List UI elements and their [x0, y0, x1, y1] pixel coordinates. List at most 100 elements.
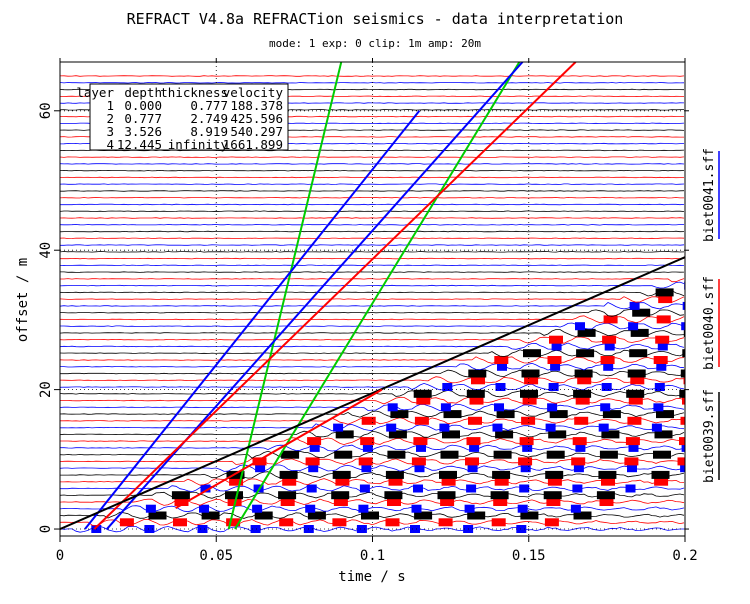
- wave-band: [522, 443, 533, 452]
- x-axis: 0 0.05 0.1 0.15 0.2: [56, 58, 698, 564]
- wave-band: [439, 470, 457, 479]
- wave-band: [495, 430, 514, 439]
- wave-band: [494, 477, 509, 486]
- layer-table-header: depth: [124, 85, 162, 100]
- wave-band: [255, 464, 266, 473]
- wave-band: [571, 457, 586, 466]
- seismic-trace: [60, 75, 685, 77]
- wave-band: [570, 504, 581, 513]
- seismic-trace: [60, 244, 685, 246]
- wave-band: [596, 491, 615, 500]
- wave-band: [653, 450, 671, 459]
- wave-band: [331, 491, 350, 500]
- wave-band: [654, 477, 669, 486]
- wave-band: [385, 518, 400, 527]
- wave-band: [544, 518, 559, 527]
- wave-band: [679, 437, 685, 446]
- wave-band: [361, 511, 379, 520]
- x-axis-label: time / s: [338, 569, 405, 585]
- wave-band: [465, 457, 479, 466]
- layer-table-cell: 1: [106, 98, 114, 113]
- wave-band: [575, 322, 585, 331]
- wave-band: [333, 498, 348, 506]
- wave-band: [278, 491, 297, 500]
- wave-band: [440, 403, 451, 412]
- wave-band: [683, 376, 685, 385]
- wave-band: [174, 498, 189, 506]
- wave-band: [548, 383, 559, 391]
- seismic-trace: [60, 190, 685, 192]
- wave-band: [225, 491, 243, 500]
- wave-band: [332, 470, 351, 479]
- seismic-trace: [60, 450, 685, 459]
- wave-band: [628, 322, 639, 331]
- layer-table-header: thickness: [160, 85, 228, 100]
- wave-band: [520, 511, 539, 520]
- seismic-trace: [60, 430, 685, 438]
- wave-band: [387, 403, 398, 412]
- wave-band: [629, 349, 648, 358]
- wave-band: [414, 511, 433, 520]
- y-tick-label: 40: [38, 242, 54, 259]
- wave-band: [656, 362, 667, 371]
- wave-band: [680, 369, 685, 378]
- wave-band: [572, 437, 587, 446]
- layer-table-cell: 540.297: [230, 124, 283, 139]
- traveltime-line: [93, 62, 577, 530]
- wave-band: [656, 410, 674, 419]
- wave-band: [411, 457, 426, 466]
- wave-band: [603, 315, 618, 324]
- wave-band: [466, 389, 485, 398]
- seismic-trace: [60, 336, 685, 344]
- wave-band: [334, 450, 353, 459]
- wave-band: [413, 389, 432, 398]
- wave-band: [630, 376, 645, 385]
- wave-band: [469, 443, 480, 452]
- wave-band: [653, 403, 664, 412]
- wave-band: [521, 416, 536, 425]
- wave-band: [361, 416, 376, 425]
- wave-band: [680, 464, 685, 473]
- wave-band: [199, 504, 209, 513]
- gather-file-labels: biet0041.sff biet0040.sff biet0039.sff: [702, 148, 720, 483]
- wave-band: [438, 518, 453, 527]
- wave-band: [493, 498, 508, 506]
- layer-table-cell: 1661.899: [223, 137, 283, 152]
- wave-band: [548, 430, 567, 439]
- wave-band: [494, 356, 509, 364]
- layer-table-cell: 0.000: [124, 98, 162, 113]
- seismic-trace: [60, 196, 684, 199]
- y-tick-label: 60: [38, 102, 54, 119]
- wave-band: [361, 464, 372, 473]
- wave-band: [516, 525, 527, 533]
- wave-band: [682, 301, 685, 310]
- wave-band: [362, 443, 373, 452]
- seismic-trace: [60, 203, 685, 206]
- wave-band: [441, 477, 456, 486]
- layer-table-cell: 2.749: [190, 111, 228, 126]
- seismic-trace: [60, 342, 685, 350]
- wave-band: [144, 525, 155, 533]
- wave-band: [226, 518, 241, 527]
- wave-band: [279, 518, 294, 527]
- wave-band: [468, 416, 482, 425]
- wave-band: [254, 511, 273, 520]
- seismic-trace: [60, 403, 685, 412]
- wave-band: [148, 511, 167, 520]
- y-tick-label: 0: [38, 525, 54, 533]
- seismic-trace: [60, 288, 685, 297]
- wave-band: [332, 518, 347, 527]
- wave-band: [494, 403, 504, 412]
- wave-band: [490, 491, 509, 500]
- wave-band: [651, 423, 662, 432]
- wave-band: [385, 470, 404, 479]
- wave-band: [416, 443, 426, 452]
- wave-band: [356, 525, 367, 533]
- wave-band: [683, 328, 685, 337]
- wave-band: [546, 498, 561, 506]
- layer-table-cell: infinity: [168, 137, 229, 152]
- layer-table-cell: 4: [106, 137, 114, 152]
- seismic-trace: [60, 410, 685, 418]
- wave-band: [628, 396, 643, 405]
